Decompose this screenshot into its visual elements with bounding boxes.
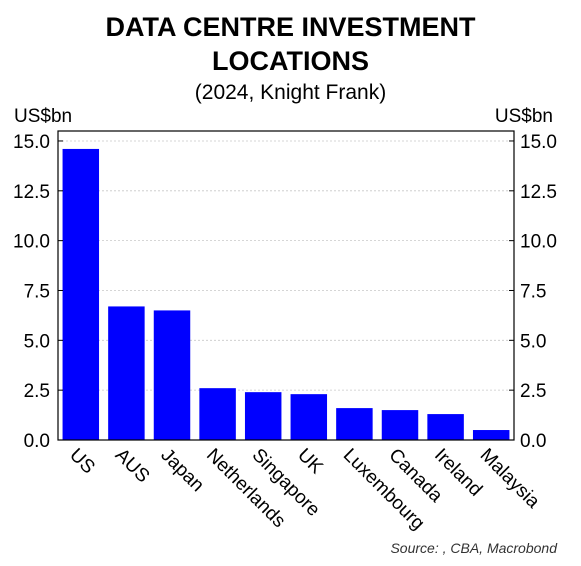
bar-japan [153,310,191,440]
bar-us [62,148,100,440]
bars [62,148,510,440]
bar-netherlands [199,388,236,440]
category-label-aus: AUS [111,445,153,487]
left-axis-tick-label: 10.0 [13,232,50,253]
bar-aus [108,306,145,440]
bar-ireland [427,414,464,440]
category-label-us: US [65,445,99,479]
plot-frame [57,130,515,441]
right-axis-tick-label: 0.0 [520,431,546,452]
bar-canada [381,410,419,440]
right-axis-tick-label: 2.5 [520,381,546,402]
left-axis-tick-label: 0.0 [24,431,50,452]
right-axis-tick-label: 7.5 [520,281,546,302]
right-axis-tick-label: 5.0 [520,331,546,352]
category-label-malaysia: Malaysia [476,445,544,513]
left-axis-tick-label: 2.5 [24,381,50,402]
chart-subtitle: (2024, Knight Frank) [194,81,387,104]
bar-malaysia [472,430,510,440]
right-axis-tick-label: 12.5 [520,182,557,203]
category-label-japan: Japan [156,445,207,496]
source-note: Source: , CBA, Macrobond [390,540,557,556]
right-axis-unit: US$bn [494,106,553,127]
chart-title-line-1: DATA CENTRE INVESTMENT [105,12,476,42]
chart-title-line-2: LOCATIONS [212,46,369,76]
left-axis-tick-label: 5.0 [24,331,50,352]
chart-title: DATA CENTRE INVESTMENT LOCATIONS [0,10,581,78]
left-axis-tick-label: 15.0 [13,132,50,153]
left-axis-tick-label: 12.5 [13,182,50,203]
bar-uk [290,394,328,440]
bar-luxembourg [336,408,373,440]
category-label-uk: UK [293,445,327,479]
bar-singapore [244,392,282,440]
left-axis-unit: US$bn [14,106,73,127]
left-axis-tick-label: 7.5 [24,281,50,302]
right-axis-tick-label: 15.0 [520,132,557,153]
right-axis-tick-label: 10.0 [520,232,557,253]
axis-ticks [58,140,514,441]
